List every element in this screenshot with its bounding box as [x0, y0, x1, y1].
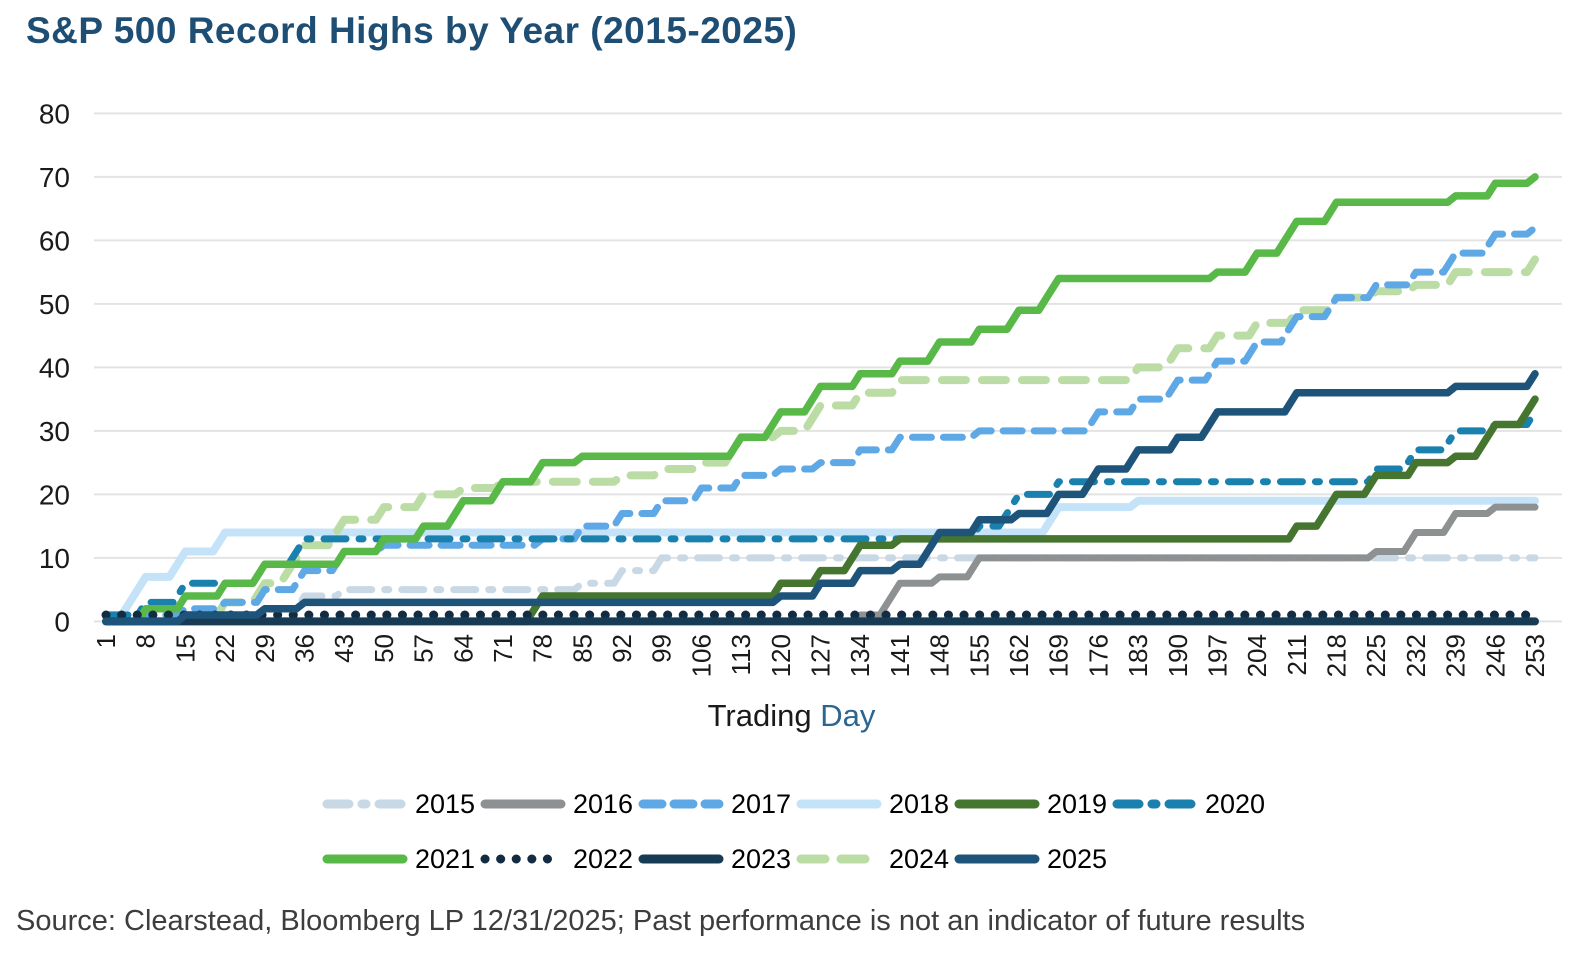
legend-label-2019: 2019 [1047, 788, 1108, 819]
legend-item-2019: 2019 [954, 788, 1112, 820]
x-tick-label: 92 [607, 634, 637, 663]
x-axis-label: Trading Day [0, 698, 1583, 734]
x-tick-label: 15 [170, 634, 200, 663]
x-tick-label: 113 [726, 634, 756, 675]
series-line-2015 [102, 554, 1539, 625]
legend-label-2015: 2015 [415, 788, 476, 819]
legend-swatch-2017 [638, 799, 724, 809]
x-tick-label: 218 [1322, 634, 1352, 677]
legend-item-2022: 2022 [480, 843, 638, 875]
x-tick-label: 127 [806, 634, 836, 677]
x-tick-label: 141 [885, 634, 915, 677]
legend-swatch-2022 [480, 854, 566, 864]
x-tick-label: 134 [845, 634, 875, 677]
x-tick-label: 246 [1480, 634, 1510, 677]
x-tick-label: 99 [647, 634, 677, 663]
legend-swatch-2018 [796, 799, 882, 809]
legend-item-2023: 2023 [638, 843, 796, 875]
x-tick-label: 50 [369, 634, 399, 663]
x-tick-label: 106 [686, 634, 716, 677]
legend-item-2017: 2017 [638, 788, 796, 820]
series-line-2021 [102, 173, 1539, 626]
legend-label-2023: 2023 [731, 843, 792, 874]
x-tick-label: 148 [925, 634, 955, 677]
x-tick-label: 225 [1361, 634, 1391, 677]
x-tick-label: 239 [1441, 634, 1471, 677]
legend-item-2024: 2024 [796, 843, 954, 875]
legend-item-2018: 2018 [796, 788, 954, 820]
legend-swatch-2019 [954, 799, 1040, 809]
x-tick-label: 190 [1163, 634, 1193, 677]
y-tick-label: 10 [39, 543, 70, 574]
legend-label-2017: 2017 [731, 788, 792, 819]
y-tick-label: 20 [39, 479, 70, 510]
x-tick-label: 162 [1004, 634, 1034, 677]
legend-item-2025: 2025 [954, 843, 1112, 875]
x-tick-label: 211 [1282, 634, 1312, 675]
x-tick-label: 22 [210, 634, 240, 663]
y-tick-label: 70 [39, 162, 70, 193]
legend-row-1: 2015 2016 2017 2018 2019 2020 [322, 788, 1270, 820]
x-axis-label-prefix: Trading [707, 698, 821, 733]
x-tick-label: 43 [329, 634, 359, 663]
x-tick-label: 155 [964, 634, 994, 677]
x-tick-label: 120 [766, 634, 796, 677]
series-line-2018 [102, 496, 1539, 619]
legend-label-2021: 2021 [415, 843, 476, 874]
chart-title: S&P 500 Record Highs by Year (2015-2025) [26, 10, 798, 51]
legend-row-2: 2021 2022 2023 2024 2025 [322, 843, 1112, 875]
legend-swatch-2016 [480, 799, 566, 809]
x-tick-label: 1 [91, 634, 121, 648]
x-tick-label: 29 [250, 634, 280, 663]
y-tick-label: 80 [39, 98, 70, 129]
x-tick-label: 8 [131, 634, 161, 648]
legend-swatch-2025 [954, 854, 1040, 864]
x-tick-label: 64 [448, 634, 478, 663]
x-tick-label: 85 [567, 634, 597, 663]
x-axis-label-highlight: Day [820, 698, 876, 733]
legend-label-2022: 2022 [573, 843, 634, 874]
legend-item-2020: 2020 [1112, 788, 1270, 820]
series-line-2024 [102, 255, 1539, 626]
y-tick-label: 40 [39, 352, 70, 383]
legend-swatch-2020 [1112, 799, 1198, 809]
legend-item-2016: 2016 [480, 788, 638, 820]
x-tick-label: 36 [289, 634, 319, 663]
y-tick-label: 50 [39, 289, 70, 320]
y-tick-label: 60 [39, 225, 70, 256]
legend-swatch-2023 [638, 854, 724, 864]
source-note: Source: Clearstead, Bloomberg LP 12/31/2… [16, 905, 1306, 937]
legend-label-2016: 2016 [573, 788, 634, 819]
legend-label-2018: 2018 [889, 788, 950, 819]
line-chart: 0 10 20 30 40 50 60 70 80 1 8 15 22 29 36 43 50 57 64 71 78 8… [39, 98, 1562, 677]
y-tick-label: 30 [39, 416, 70, 447]
x-tick-label: 78 [528, 634, 558, 663]
legend-label-2020: 2020 [1205, 788, 1266, 819]
x-tick-label: 232 [1401, 634, 1431, 677]
x-tick-label: 71 [488, 634, 518, 663]
x-tick-label: 197 [1202, 634, 1232, 677]
series-line-2017 [102, 224, 1539, 625]
legend-label-2025: 2025 [1047, 843, 1108, 874]
legend-item-2015: 2015 [322, 788, 480, 820]
legend-swatch-2015 [322, 799, 408, 809]
legend-swatch-2024 [796, 854, 882, 864]
x-tick-label: 204 [1242, 634, 1272, 677]
legend-item-2021: 2021 [322, 843, 480, 875]
x-tick-label: 57 [409, 634, 439, 663]
legend-label-2024: 2024 [889, 843, 950, 874]
x-tick-label: 183 [1123, 634, 1153, 677]
series-line-2025 [102, 370, 1539, 626]
legend-swatch-2021 [322, 854, 408, 864]
x-tick-label: 169 [1044, 634, 1074, 677]
x-tick-label: 253 [1520, 634, 1550, 677]
x-tick-label: 176 [1083, 634, 1113, 677]
y-tick-label: 0 [54, 606, 70, 637]
